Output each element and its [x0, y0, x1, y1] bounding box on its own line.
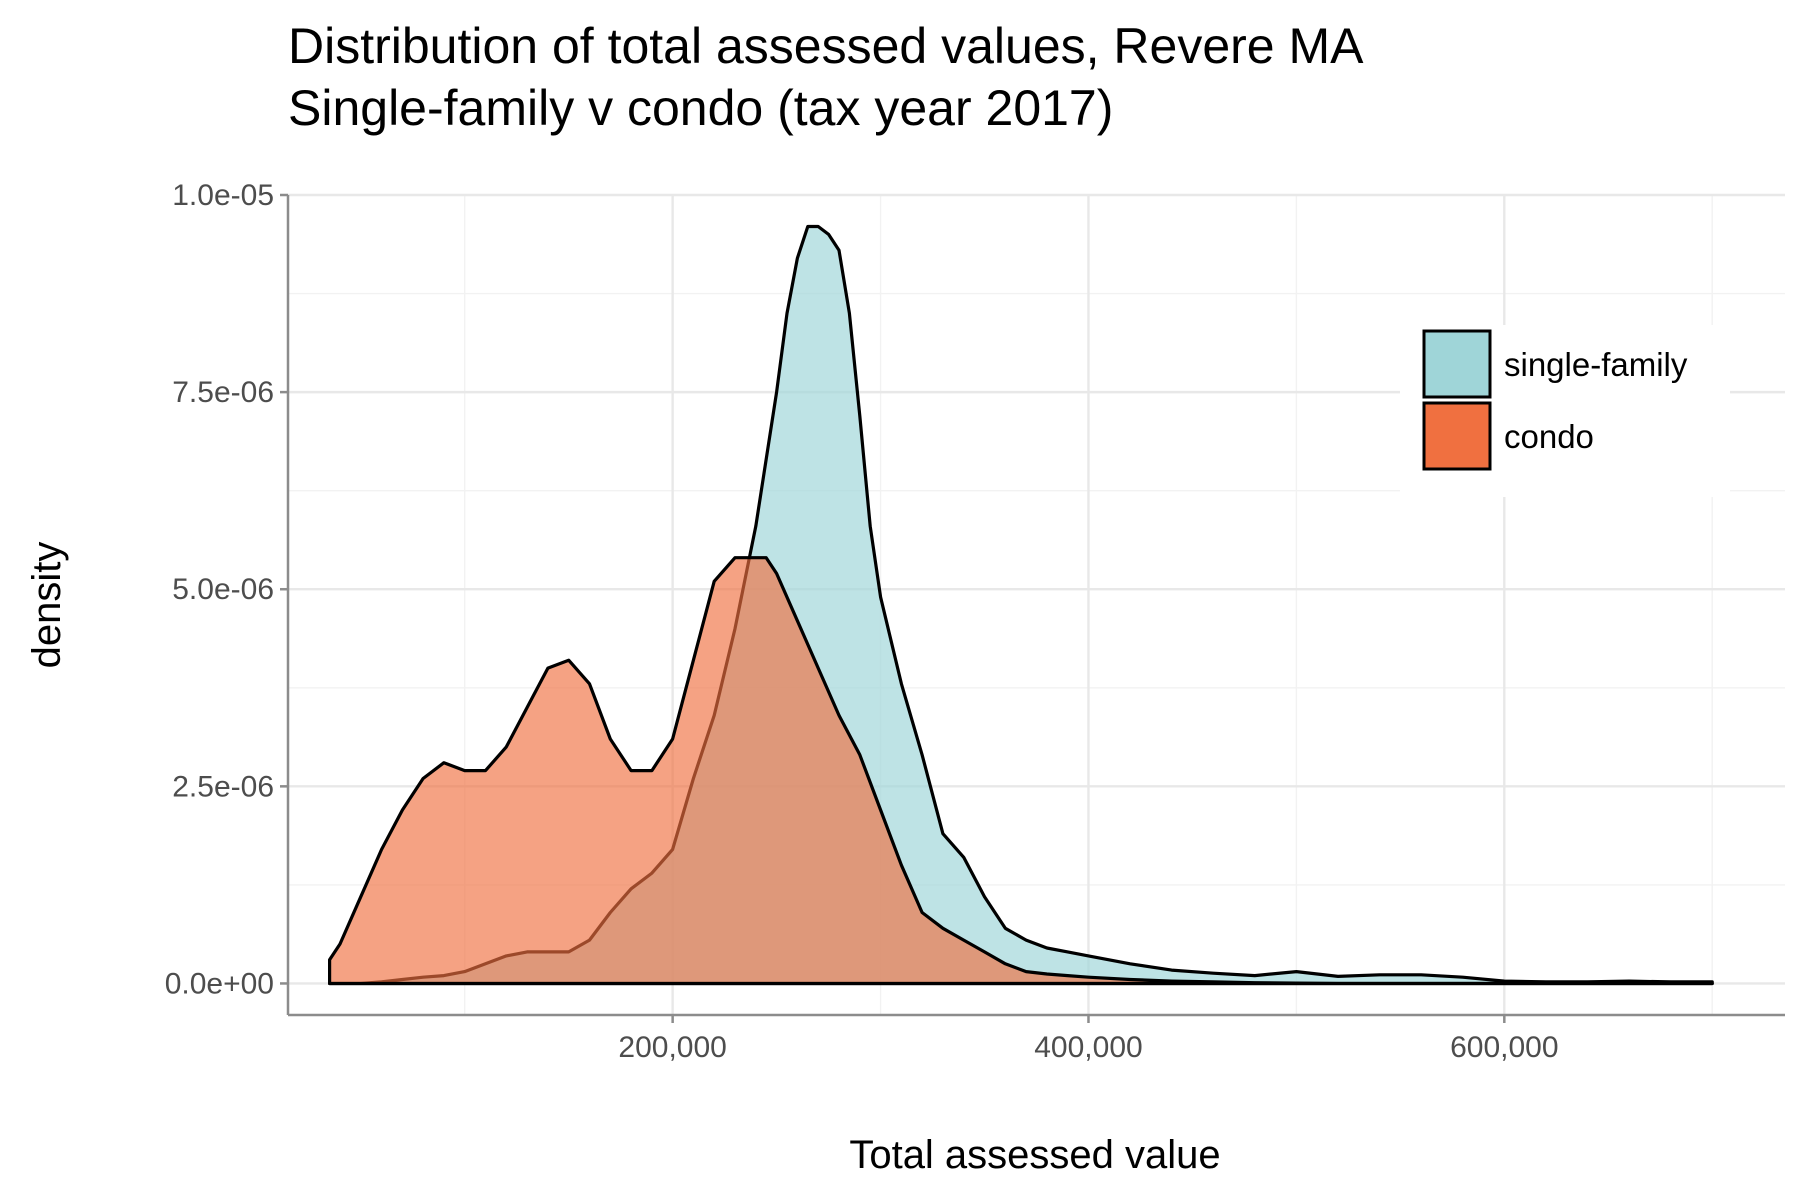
tick-labels: 200,000 400,000 600,000 0.0e+00 2.5e-06 5.0e-…	[165, 179, 1559, 1064]
density-area-condo	[328, 556, 1714, 986]
legend: single-family condo	[1400, 325, 1730, 497]
axes	[286, 195, 1785, 1017]
legend-label-condo: condo	[1504, 418, 1594, 455]
legend-key-condo	[1422, 401, 1492, 471]
x-axis-title: Total assessed value	[849, 1133, 1220, 1177]
chart-subtitle: Single-family v condo (tax year 2017)	[288, 80, 1113, 136]
x-tick-label: 200,000	[618, 1031, 726, 1064]
y-tick-label: 7.5e-06	[172, 376, 274, 409]
chart-title: Distribution of total assessed values, R…	[288, 18, 1364, 74]
legend-key-single-family	[1422, 329, 1492, 399]
y-tick-label: 0.0e+00	[165, 967, 274, 1000]
y-tick-label: 1.0e-05	[172, 179, 274, 212]
y-tick-label: 5.0e-06	[172, 573, 274, 606]
plot-area	[328, 224, 1714, 986]
y-tick-label: 2.5e-06	[172, 770, 274, 803]
legend-label-single-family: single-family	[1504, 346, 1688, 383]
y-axis-title: density	[25, 542, 69, 669]
x-tick-label: 600,000	[1450, 1031, 1558, 1064]
x-tick-label: 400,000	[1034, 1031, 1142, 1064]
